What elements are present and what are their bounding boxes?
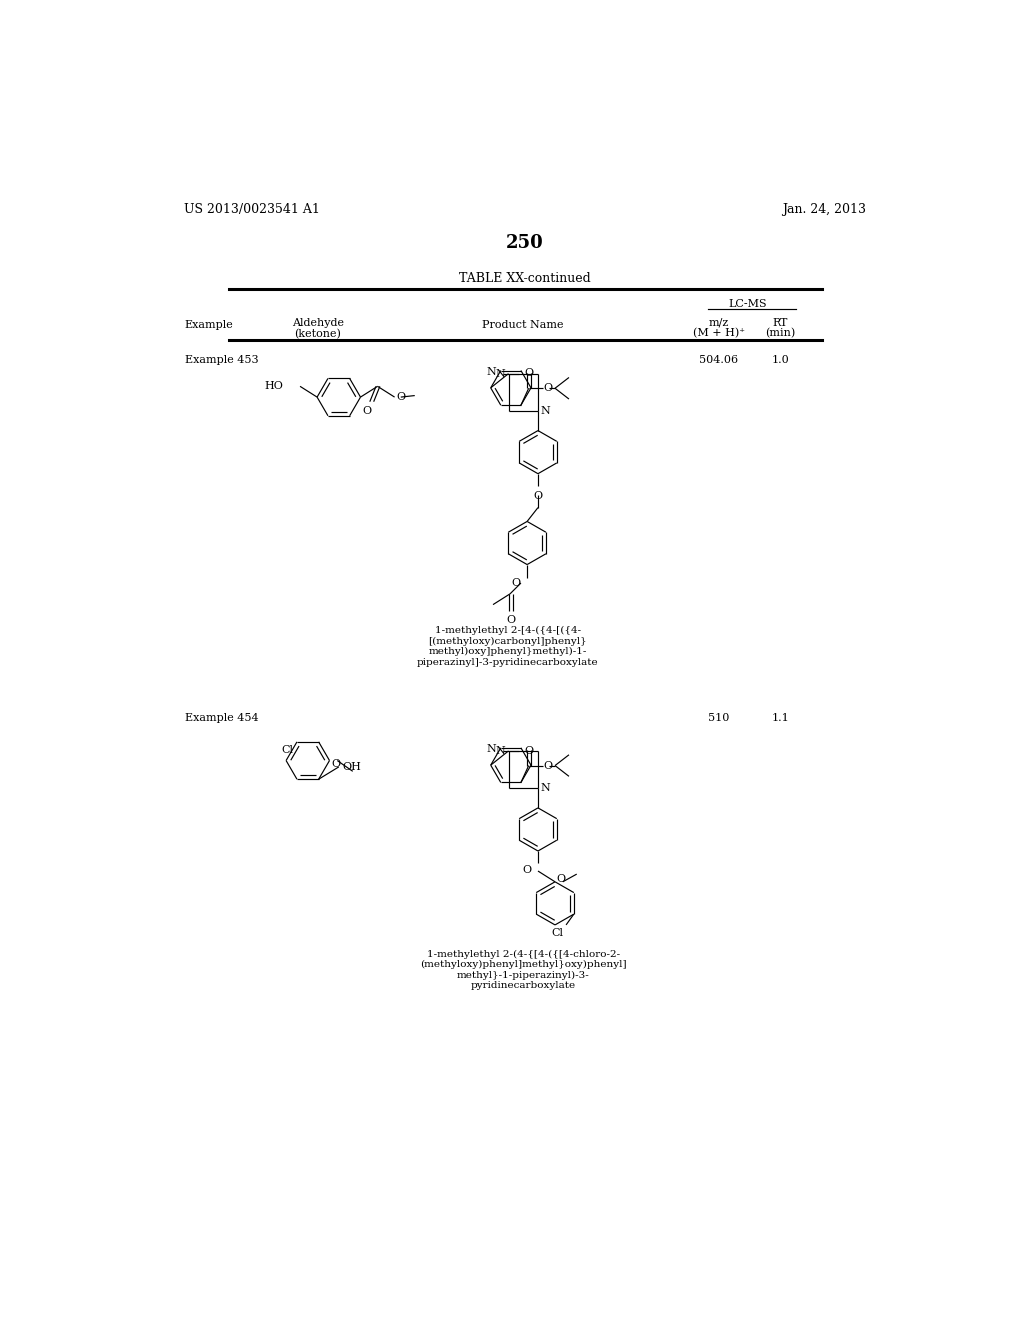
Text: 250: 250: [506, 234, 544, 252]
Text: N: N: [496, 368, 506, 379]
Text: m/z: m/z: [709, 318, 729, 327]
Text: O: O: [544, 383, 553, 393]
Text: O: O: [396, 392, 406, 403]
Text: O: O: [524, 746, 534, 755]
Text: (min): (min): [765, 327, 796, 338]
Text: O: O: [512, 578, 521, 589]
Text: N: N: [486, 367, 496, 378]
Text: N: N: [541, 783, 550, 793]
Text: O: O: [557, 874, 565, 883]
Text: N: N: [541, 405, 550, 416]
Text: OH: OH: [342, 762, 360, 772]
Text: O: O: [506, 615, 515, 626]
Text: N: N: [496, 746, 506, 756]
Text: LC-MS: LC-MS: [729, 298, 767, 309]
Text: O: O: [524, 368, 534, 379]
Text: (M + H)⁺: (M + H)⁺: [692, 327, 744, 338]
Text: O: O: [544, 760, 553, 771]
Text: Example 453: Example 453: [184, 355, 258, 364]
Text: Cl: Cl: [282, 744, 294, 755]
Text: Example: Example: [184, 321, 233, 330]
Text: Example 454: Example 454: [184, 713, 258, 723]
Text: (ketone): (ketone): [295, 329, 341, 339]
Text: US 2013/0023541 A1: US 2013/0023541 A1: [183, 203, 319, 216]
Text: 1-methylethyl 2-(4-{[4-({[4-chloro-2-
(methyloxy)phenyl]methyl}oxy)phenyl]
methy: 1-methylethyl 2-(4-{[4-({[4-chloro-2- (m…: [420, 949, 627, 990]
Text: Aldehyde: Aldehyde: [292, 318, 344, 327]
Text: HO: HO: [264, 381, 283, 391]
Text: O: O: [522, 865, 531, 875]
Text: 504.06: 504.06: [699, 355, 738, 364]
Text: O: O: [332, 759, 341, 768]
Text: 1-methylethyl 2-[4-({4-[({4-
[(methyloxy)carbonyl]phenyl}
methyl)oxy]phenyl}meth: 1-methylethyl 2-[4-({4-[({4- [(methyloxy…: [417, 626, 599, 667]
Text: N: N: [486, 744, 496, 754]
Text: Jan. 24, 2013: Jan. 24, 2013: [781, 203, 866, 216]
Text: Product Name: Product Name: [482, 321, 564, 330]
Text: 1.1: 1.1: [772, 713, 790, 723]
Text: RT: RT: [773, 318, 788, 327]
Text: O: O: [362, 407, 372, 416]
Text: O: O: [534, 491, 543, 500]
Text: Cl: Cl: [551, 928, 563, 939]
Text: 510: 510: [708, 713, 729, 723]
Text: TABLE XX-continued: TABLE XX-continued: [459, 272, 591, 285]
Text: 1.0: 1.0: [772, 355, 790, 364]
